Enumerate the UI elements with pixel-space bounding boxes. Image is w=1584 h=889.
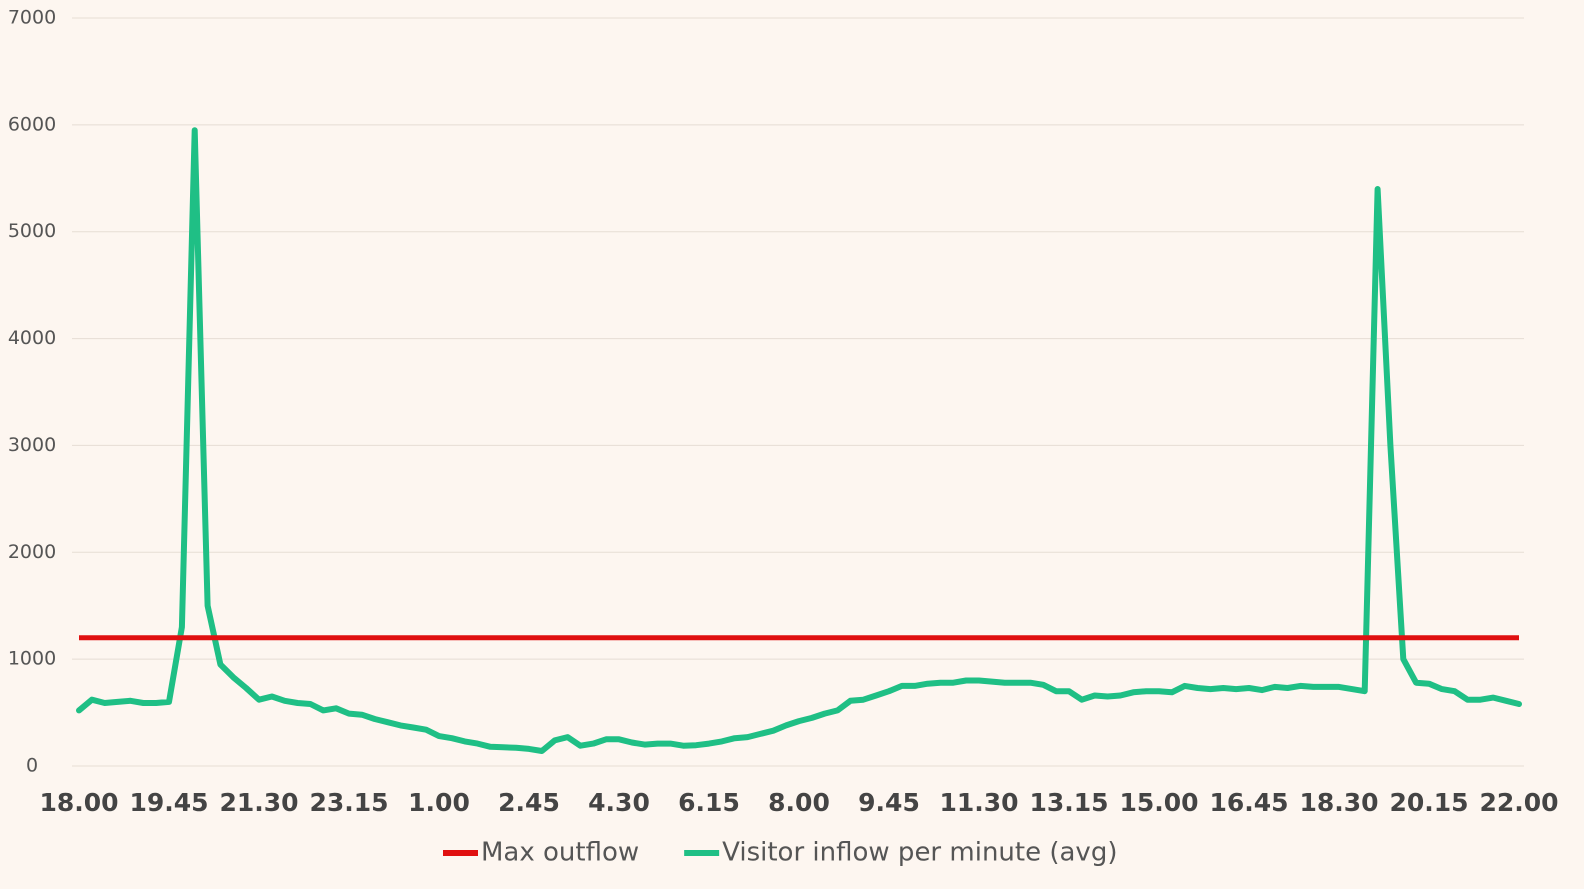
legend-label: Max outflow (481, 838, 639, 868)
x-tick-label: 11.30 (939, 788, 1018, 817)
y-tick-label: 6000 (8, 113, 56, 135)
x-tick-label: 13.15 (1029, 788, 1108, 817)
y-tick-label: 5000 (8, 220, 56, 242)
x-tick-label: 6.15 (678, 788, 740, 817)
y-tick-label: 4000 (8, 327, 56, 349)
x-tick-label: 4.30 (588, 788, 650, 817)
x-tick-label: 20.15 (1389, 788, 1468, 817)
x-tick-label: 19.45 (129, 788, 208, 817)
x-tick-label: 23.15 (309, 788, 388, 817)
y-tick-label: 0 (26, 755, 38, 777)
y-tick-label: 7000 (8, 7, 56, 29)
y-tick-label: 3000 (8, 434, 56, 456)
y-tick-label: 1000 (8, 648, 56, 670)
x-tick-label: 8.00 (768, 788, 830, 817)
x-tick-label: 18.30 (1299, 788, 1378, 817)
legend-label: Visitor inflow per minute (avg) (722, 838, 1117, 868)
x-tick-label: 16.45 (1209, 788, 1288, 817)
x-tick-label: 22.00 (1479, 788, 1558, 817)
data-line (76, 127, 1522, 754)
x-tick-label: 18.00 (39, 788, 118, 817)
x-tick-label: 2.45 (498, 788, 560, 817)
x-tick-label: 1.00 (408, 788, 470, 817)
y-tick-label: 2000 (8, 541, 56, 563)
x-tick-label: 21.30 (219, 788, 298, 817)
x-tick-label: 15.00 (1119, 788, 1198, 817)
x-tick-label: 9.45 (858, 788, 920, 817)
